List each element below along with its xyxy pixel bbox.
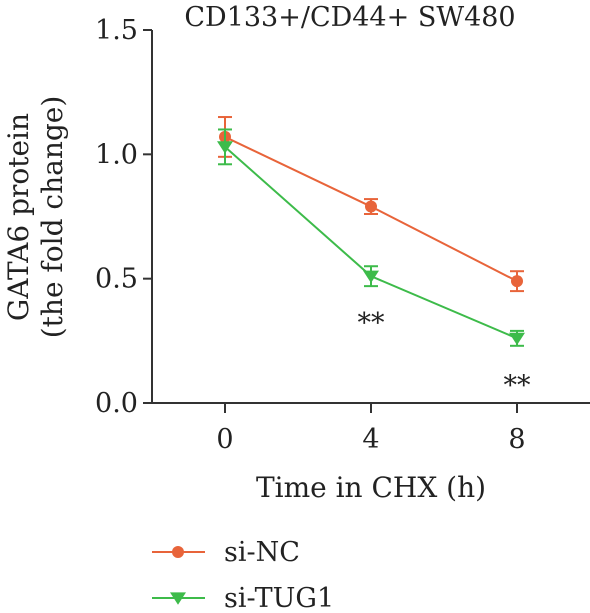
significance-label: **: [358, 308, 386, 339]
y-axis-title-line2: (the fold change): [36, 96, 69, 339]
legend-item: si-NC: [152, 537, 300, 568]
y-tick-label: 0.5: [95, 264, 138, 295]
legend-marker: [170, 592, 186, 605]
x-axis-title: Time in CHX (h): [256, 471, 486, 504]
data-point: [509, 332, 525, 346]
data-point: [363, 270, 379, 283]
y-tick-label: 1.5: [95, 15, 138, 46]
y-tick-label: 0.0: [95, 388, 138, 419]
x-ticks: 0 4 8: [216, 403, 526, 455]
legend-label: si-TUG1: [224, 583, 334, 613]
x-tick-label: 8: [508, 424, 525, 455]
series-si-TUG1: [217, 128, 525, 347]
annotations: ** **: [358, 308, 532, 401]
y-tick-label: 1.0: [95, 139, 138, 170]
series-si-NC: [218, 116, 524, 293]
legend-item: si-TUG1: [152, 583, 334, 613]
legend-label: si-NC: [224, 537, 300, 568]
axes: [151, 30, 590, 404]
x-tick-label: 0: [216, 424, 233, 455]
legend-marker: [172, 546, 184, 558]
chart-title: CD133+/CD44+ SW480: [184, 2, 515, 33]
y-axis-title-line1: GATA6 protein: [2, 113, 35, 321]
legend: si-NC si-TUG1: [152, 537, 334, 613]
series-layer: [217, 116, 525, 347]
y-ticks: 0.0 0.5 1.0 1.5: [95, 15, 152, 419]
x-tick-label: 4: [362, 424, 379, 455]
significance-label: **: [504, 370, 532, 401]
data-point: [511, 275, 523, 288]
data-point: [217, 141, 233, 154]
data-point: [365, 200, 377, 213]
